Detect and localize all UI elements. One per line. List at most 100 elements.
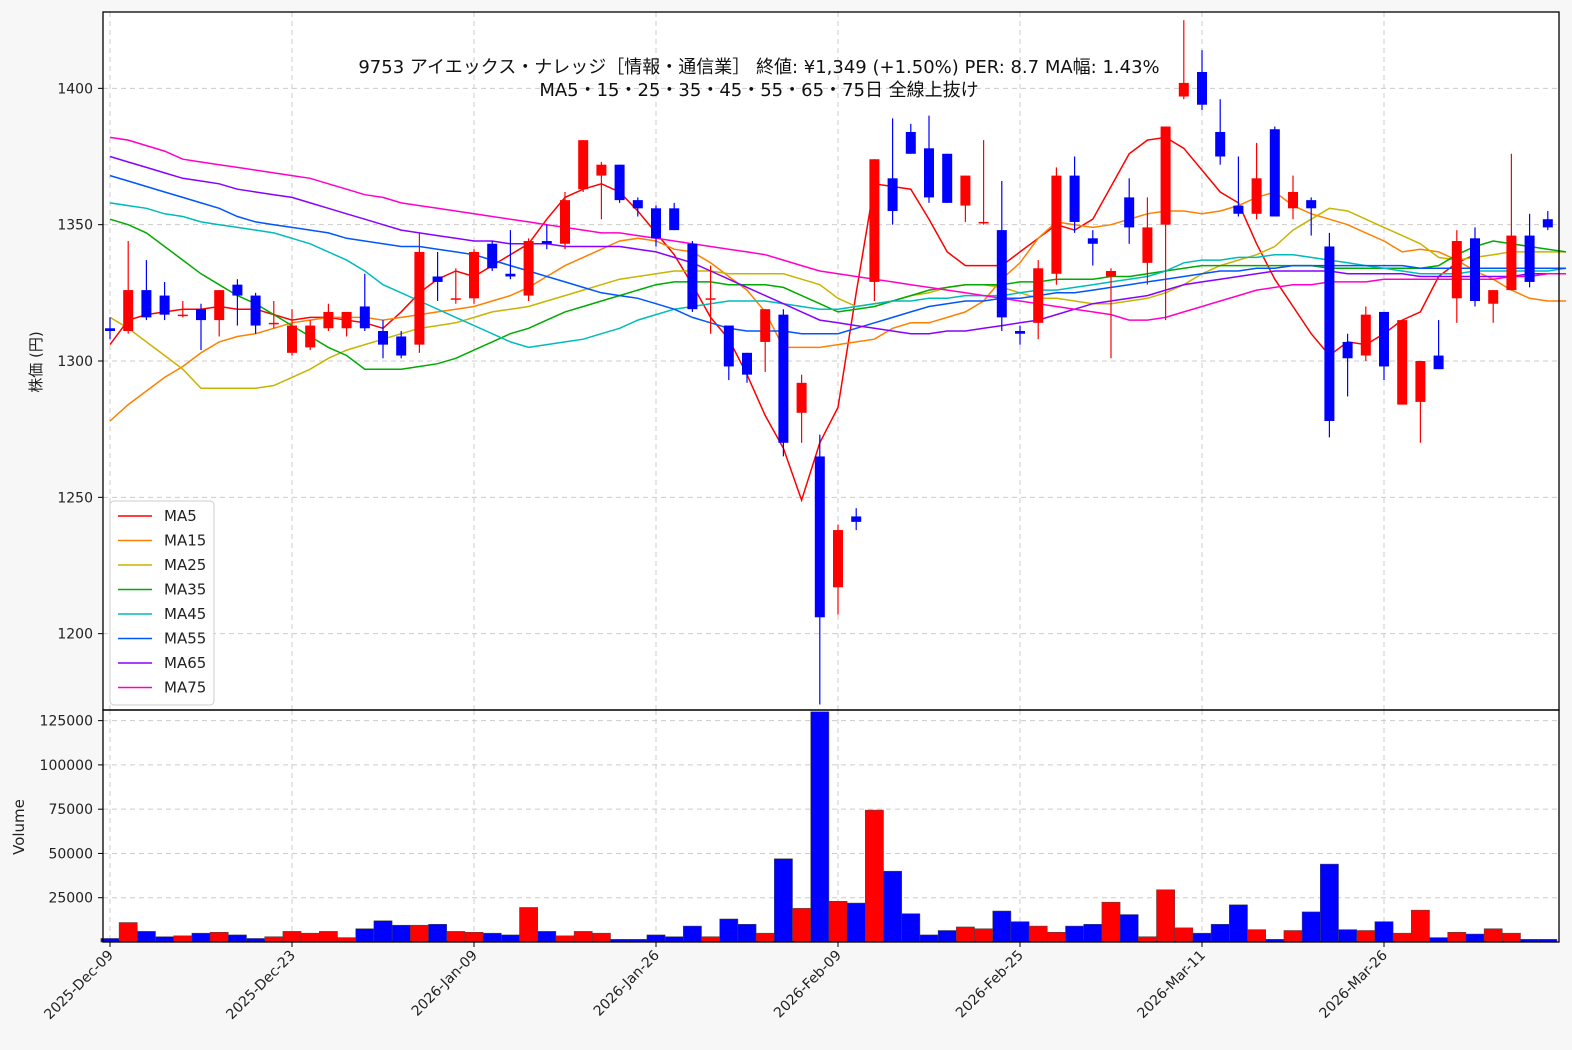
- candle-body: [305, 325, 316, 348]
- candle-body: [1524, 235, 1535, 282]
- candle-body: [669, 208, 680, 231]
- candle-body: [214, 290, 225, 321]
- legend-label: MA75: [164, 679, 206, 697]
- ma55-line: [109, 174, 1566, 335]
- volume-bar: [956, 926, 975, 943]
- candle-body: [833, 530, 843, 588]
- volume-bar: [428, 924, 447, 943]
- price-panel-background: [103, 12, 1559, 710]
- candle-body: [378, 331, 388, 345]
- candle-body: [887, 178, 898, 212]
- volume-bar: [919, 934, 939, 943]
- candle-body: [632, 200, 643, 209]
- candle-body: [760, 309, 771, 342]
- volume-bar: [155, 936, 174, 943]
- candle-body: [796, 382, 807, 413]
- volume-bar: [1374, 921, 1394, 943]
- volume-bar: [774, 858, 793, 943]
- volume-bar: [355, 928, 375, 943]
- candle-body: [1306, 200, 1317, 209]
- candle-body: [1397, 320, 1408, 405]
- candle-body: [250, 295, 261, 326]
- volume-bar: [865, 809, 884, 943]
- candle-body: [359, 306, 370, 329]
- volume-bar: [209, 932, 229, 943]
- volume-bar: [1392, 932, 1412, 943]
- candle-body: [651, 208, 661, 239]
- volume-bar: [482, 932, 502, 943]
- candle-body: [1033, 268, 1044, 323]
- candle-body: [614, 164, 625, 201]
- legend-label: MA25: [164, 556, 206, 574]
- volume-bar: [1192, 932, 1212, 943]
- volume-bar: [592, 932, 611, 943]
- chart-subtitle: MA5・15・25・35・45・55・65・75日 全線上抜け: [539, 80, 978, 101]
- candle-body: [942, 153, 953, 203]
- candle-body: [1488, 290, 1499, 304]
- volume-bar: [228, 934, 247, 943]
- volume-bar: [1119, 914, 1139, 943]
- candle-body: [469, 251, 479, 299]
- candle-body: [196, 309, 206, 321]
- candle-body: [323, 311, 334, 329]
- volume-bar: [974, 928, 993, 943]
- ma65-line: [109, 155, 1566, 335]
- price-tick-label: 1350: [57, 218, 93, 234]
- volume-tick-label: 75000: [48, 802, 93, 818]
- grid-lines: [103, 12, 1559, 942]
- volume-bar: [883, 870, 902, 943]
- candle-body: [578, 140, 589, 190]
- candle-body: [960, 175, 971, 206]
- candle-body: [523, 241, 534, 296]
- volume-bar: [1502, 932, 1521, 943]
- ma35-line: [109, 218, 1567, 370]
- volume-bar: [1101, 901, 1121, 943]
- volume-bar: [1356, 930, 1376, 943]
- candle-body: [268, 322, 279, 325]
- volume-bar: [1083, 924, 1103, 943]
- candle-body: [123, 290, 134, 332]
- chart-title: 9753 アイエックス・ナレッジ［情報・通信業］ 終値: ¥1,349 (+1.…: [358, 57, 1159, 78]
- candle-body: [1069, 175, 1080, 222]
- volume-bar: [464, 932, 484, 943]
- candle-body: [1470, 238, 1480, 302]
- volume-bar: [137, 931, 156, 943]
- volume-bar: [1338, 929, 1357, 943]
- ma15-line: [109, 191, 1566, 422]
- candle-body: [1506, 235, 1517, 291]
- candle-body: [869, 159, 880, 282]
- candle-body: [159, 295, 170, 315]
- candle-body: [105, 328, 115, 332]
- candle-body: [177, 314, 188, 317]
- volume-tick-label: 125000: [40, 714, 93, 730]
- volume-bars: [100, 711, 1558, 943]
- volume-bar: [683, 925, 702, 943]
- candle-body: [450, 298, 461, 300]
- candle-body: [1087, 238, 1098, 244]
- candle-body: [905, 131, 916, 154]
- volume-bar: [1028, 925, 1048, 943]
- moving-average-lines: [109, 136, 1567, 503]
- candle-body: [396, 336, 407, 356]
- volume-bar: [664, 936, 684, 943]
- volume-bar: [555, 935, 575, 943]
- legend-box: [109, 500, 215, 706]
- volume-bar: [410, 924, 429, 943]
- candle-body: [1251, 178, 1262, 214]
- volume-bar: [901, 913, 921, 943]
- candle-body: [705, 298, 716, 300]
- candle-body: [978, 221, 989, 224]
- volume-bar: [191, 932, 211, 943]
- candle-body: [287, 325, 297, 353]
- candle-body: [596, 164, 607, 176]
- candle-body: [1288, 191, 1298, 209]
- legend-label: MA55: [164, 630, 206, 648]
- price-tick-label: 1400: [57, 81, 93, 97]
- price-tick-label: 1200: [57, 627, 93, 643]
- volume-bar: [446, 931, 466, 943]
- volume-bar: [1047, 932, 1066, 943]
- candle-body: [687, 243, 698, 310]
- volume-bar: [337, 937, 356, 943]
- volume-bar: [537, 931, 557, 943]
